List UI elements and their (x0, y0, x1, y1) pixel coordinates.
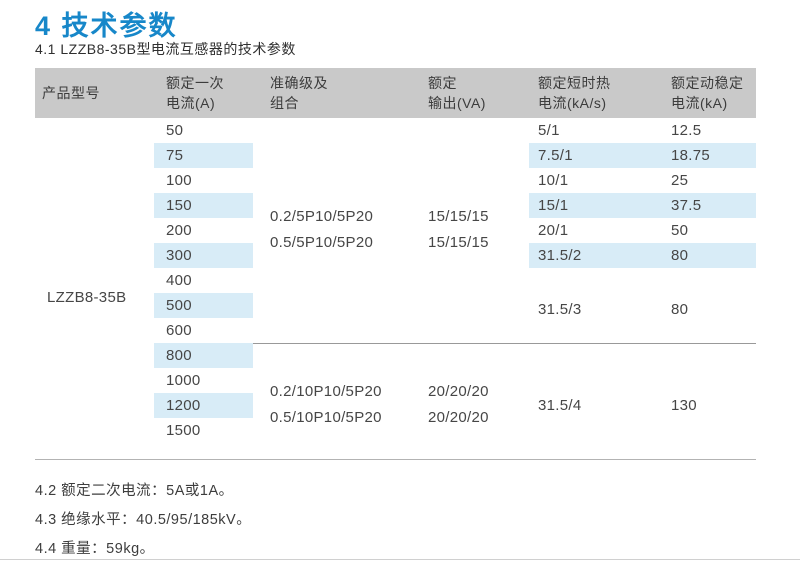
col-header-rated-output: 额定 输出(VA) (420, 68, 529, 118)
cell-thermal-current: 7.5/1 (529, 143, 660, 168)
notes-section: 4.2 额定二次电流：5A或1A。 4.3 绝缘水平：40.5/95/185kV… (35, 477, 251, 564)
header-text: 产品型号 (42, 85, 100, 101)
cell-thermal-current: 5/1 (538, 122, 560, 139)
table-row: 75 7.5/1 18.75 (35, 143, 756, 168)
header-text: 额定短时热 (538, 75, 611, 91)
header-text: 输出(VA) (428, 95, 486, 111)
note-insulation-level: 4.3 绝缘水平：40.5/95/185kV。 (35, 512, 252, 528)
cell-rated-output: 15/15/15 15/15/15 (420, 118, 529, 343)
cell-thermal-current: 10/1 (538, 172, 569, 189)
section-title: 4 技术参数 (35, 11, 178, 41)
table-row: 1200 (35, 393, 756, 418)
cell-primary-current: 500 (154, 293, 253, 318)
table-row: LZZB8-35B 50 0.2/5P10/5P20 0.5/5P10/5P20… (35, 118, 756, 306)
note-weight: 4.4 重量：59kg。 (35, 541, 155, 557)
header-text: 组合 (270, 95, 299, 111)
cell-primary-current: 300 (154, 243, 253, 268)
cell-dynamic-current: 18.75 (660, 143, 756, 168)
output-line: 20/20/20 (428, 383, 489, 401)
table-row: 1000 (35, 368, 756, 393)
col-header-accuracy-combination: 准确级及 组合 (253, 68, 420, 118)
col-header-thermal-current: 额定短时热 电流(kA/s) (529, 68, 660, 118)
cell-accuracy-combination: 0.2/5P10/5P20 0.5/5P10/5P20 (253, 118, 420, 343)
cell-primary-current: 1000 (166, 372, 201, 389)
section-subtitle: 4.1 LZZB8-35B型电流互感器的技术参数 (35, 41, 296, 57)
header-text: 额定一次 (166, 75, 224, 91)
cell-dynamic-current: 50 (671, 222, 689, 239)
header-text: 电流(kA/s) (538, 95, 607, 111)
cell-primary-current: 75 (154, 143, 253, 168)
cell-primary-current: 50 (166, 122, 184, 139)
header-text: 额定动稳定 (671, 75, 744, 91)
note-secondary-current: 4.2 额定二次电流：5A或1A。 (35, 483, 234, 499)
accuracy-line: 0.5/10P10/5P20 (270, 409, 382, 427)
cell-primary-current: 1500 (166, 422, 201, 439)
accuracy-line: 0.2/10P10/5P20 (270, 383, 382, 401)
cell-dynamic-current: 80 (660, 243, 756, 268)
cell-accuracy-combination: 0.2/10P10/5P20 0.5/10P10/5P20 (253, 342, 420, 443)
parameters-table: 产品型号 额定一次 电流(A) 准确级及 组合 额定 输出(VA) (35, 68, 756, 443)
table-row: 300 31.5/2 80 (35, 243, 756, 268)
cell-thermal-current: 31.5/3 (538, 300, 582, 318)
cell-primary-current: 400 (166, 272, 192, 289)
cell-primary-current: 100 (166, 172, 192, 189)
cell-thermal-current: 15/1 (529, 193, 660, 218)
table-header-row: 产品型号 额定一次 电流(A) 准确级及 组合 额定 输出(VA) (35, 68, 756, 118)
cell-thermal-current: 31.5/2 (529, 243, 660, 268)
table-row: 200 20/1 50 (35, 218, 756, 243)
parameters-table-container: 产品型号 额定一次 电流(A) 准确级及 组合 额定 输出(VA) (35, 68, 756, 460)
accuracy-line: 0.5/5P10/5P20 (270, 234, 374, 252)
col-header-primary-current: 额定一次 电流(A) (154, 68, 253, 118)
cell-dynamic-current: 12.5 (671, 122, 702, 139)
col-header-product-model: 产品型号 (35, 68, 154, 118)
table-row: 1500 (35, 418, 756, 443)
output-line: 15/15/15 (428, 234, 489, 252)
table-row: 150 15/1 37.5 (35, 193, 756, 218)
cell-dynamic-current: 37.5 (660, 193, 756, 218)
header-text: 电流(A) (166, 95, 216, 111)
table-row: 100 10/1 25 (35, 168, 756, 193)
cell-primary-current: 200 (166, 222, 192, 239)
cell-primary-current: 1200 (154, 393, 253, 418)
cell-dynamic-current: 25 (671, 172, 689, 189)
cell-primary-current: 600 (166, 322, 192, 339)
cell-dynamic-current: 80 (671, 300, 689, 318)
cell-thermal-current: 20/1 (538, 222, 569, 239)
output-line: 15/15/15 (428, 208, 489, 226)
output-line: 20/20/20 (428, 409, 489, 427)
table-row: 500 (35, 293, 756, 318)
page-bottom-divider (0, 559, 800, 560)
accuracy-line: 0.2/5P10/5P20 (270, 208, 374, 226)
header-text: 电流(kA) (671, 95, 728, 111)
col-header-dynamic-current: 额定动稳定 电流(kA) (660, 68, 756, 118)
cell-primary-current: 150 (154, 193, 253, 218)
cell-rated-output: 20/20/20 20/20/20 (420, 342, 529, 443)
header-text: 额定 (428, 75, 457, 91)
cell-product-model: LZZB8-35B (47, 289, 127, 306)
table-row: 800 0.2/10P10/5P20 0.5/10P10/5P20 20/20/… (35, 342, 756, 443)
table-row: 400 31.5/3 80 (35, 268, 756, 318)
table-row: 600 (35, 318, 756, 343)
header-text: 准确级及 (270, 75, 328, 91)
cell-primary-current: 800 (154, 343, 253, 368)
cell-dynamic-current: 130 (660, 342, 756, 443)
cell-thermal-current: 31.5/4 (529, 342, 660, 443)
